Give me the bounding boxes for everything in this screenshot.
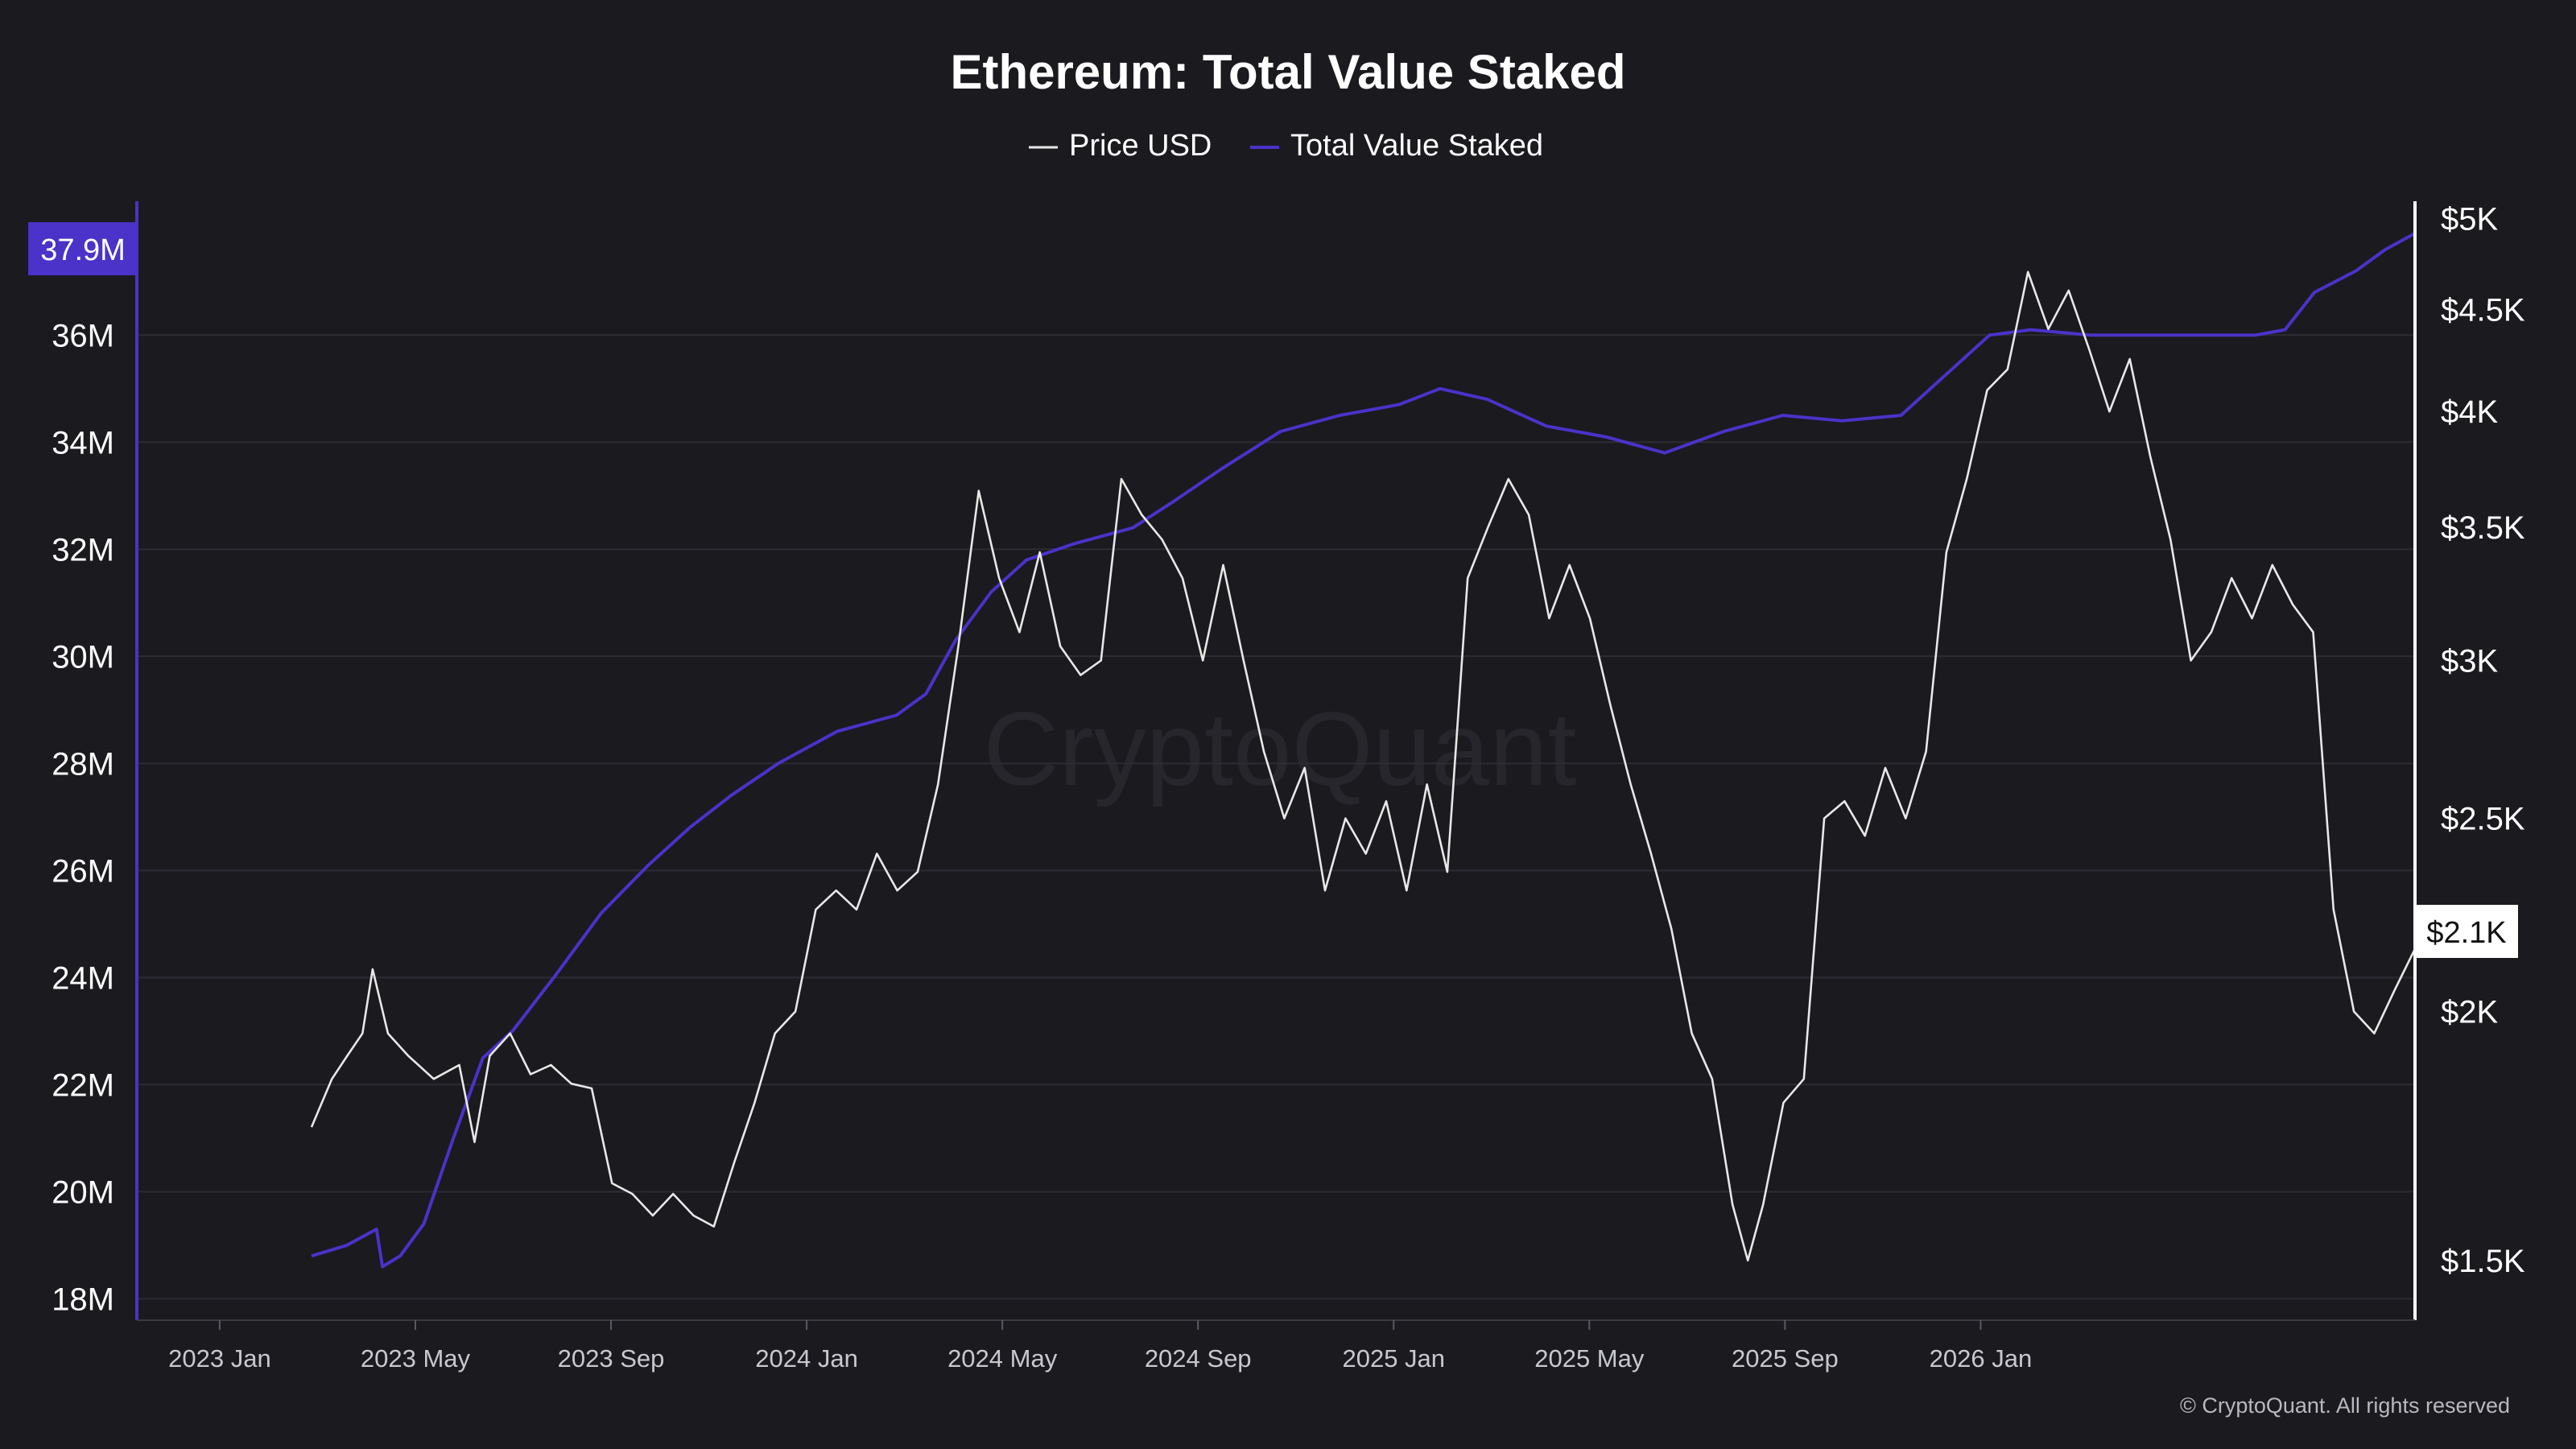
left-tick-label: 36M bbox=[52, 318, 114, 353]
copyright-notice: © CryptoQuant. All rights reserved bbox=[2180, 1393, 2510, 1418]
left-tick-label: 20M bbox=[52, 1174, 114, 1210]
x-tick-label: 2026 Jan bbox=[1930, 1344, 2033, 1373]
left-tick-label: 24M bbox=[52, 960, 114, 996]
left-tick-label: 26M bbox=[52, 853, 114, 889]
series-total-value-staked bbox=[311, 232, 2416, 1269]
grid bbox=[137, 334, 2415, 1300]
series-price-usd bbox=[310, 270, 2417, 1262]
right-tick-label: $3.5K bbox=[2441, 510, 2525, 546]
watermark: CryptoQuant bbox=[983, 690, 1576, 807]
left-current-badge-bg bbox=[28, 222, 138, 275]
left-tick-label: 32M bbox=[52, 532, 114, 568]
right-tick-label: $4.5K bbox=[2441, 293, 2525, 328]
left-current-value: 37.9M bbox=[40, 233, 126, 267]
x-tick-label: 2024 May bbox=[947, 1344, 1058, 1373]
x-tick-label: 2025 May bbox=[1534, 1344, 1645, 1373]
x-tick-label: 2023 May bbox=[361, 1344, 471, 1373]
right-tick-label: $1.5K bbox=[2441, 1244, 2525, 1279]
right-tick-label: $2K bbox=[2441, 994, 2498, 1030]
right-axis-ticks: $1.5K $2K $2.5K $3K $3.5K $4K $4.5K $5K bbox=[2441, 201, 2525, 1279]
left-tick-label: 18M bbox=[52, 1282, 114, 1317]
left-tick-label: 34M bbox=[52, 425, 114, 460]
right-tick-label: $3K bbox=[2441, 644, 2498, 679]
chart-title: Ethereum: Total Value Staked bbox=[950, 45, 1625, 99]
left-tick-label: 30M bbox=[52, 639, 114, 675]
x-axis-ticks: 2023 Jan 2023 May 2023 Sep 2024 Jan 2024 May… bbox=[168, 1320, 2032, 1373]
legend-staked-label: Total Value Staked bbox=[1290, 129, 1543, 163]
x-tick-label: 2023 Sep bbox=[558, 1344, 665, 1373]
right-current-badge-bg bbox=[2415, 905, 2518, 958]
right-tick-label: $4K bbox=[2441, 394, 2498, 430]
x-tick-label: 2023 Jan bbox=[168, 1344, 271, 1373]
left-axis-ticks: 18M 20M 22M 24M 26M 28M 30M 32M 34M 36M bbox=[52, 318, 114, 1317]
x-tick-label: 2024 Sep bbox=[1145, 1344, 1252, 1373]
right-tick-label: $2.5K bbox=[2441, 802, 2525, 837]
x-tick-label: 2025 Jan bbox=[1342, 1344, 1445, 1373]
plot-series bbox=[310, 232, 2417, 1269]
left-current-badge: 37.9M bbox=[28, 222, 138, 275]
left-tick-label: 22M bbox=[52, 1067, 114, 1103]
right-current-badge: $2.1K bbox=[2415, 905, 2518, 958]
x-tick-label: 2024 Jan bbox=[755, 1344, 858, 1373]
x-tick-label: 2025 Sep bbox=[1732, 1344, 1839, 1373]
right-current-value: $2.1K bbox=[2426, 916, 2506, 950]
left-tick-label: 28M bbox=[52, 746, 114, 782]
legend: Price USD Total Value Staked bbox=[1029, 129, 1543, 163]
right-tick-label: $5K bbox=[2441, 201, 2498, 237]
legend-price-label: Price USD bbox=[1069, 129, 1212, 163]
